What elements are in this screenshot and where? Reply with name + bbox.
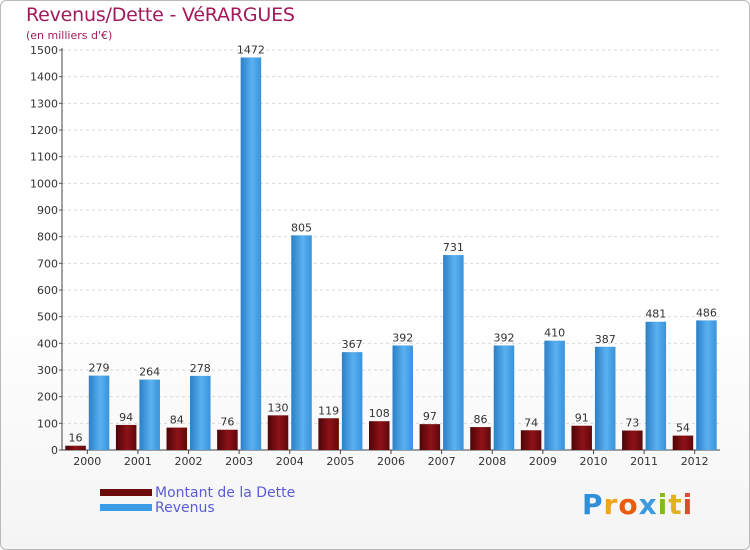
y-tick-label: 1300	[30, 97, 58, 110]
logo-letter: i	[658, 488, 669, 521]
y-tick-label: 1400	[30, 71, 58, 84]
x-tick-label: 2004	[276, 455, 304, 468]
data-label: 94	[119, 411, 133, 424]
data-label: 392	[493, 331, 514, 344]
logo-letter: o	[618, 488, 638, 521]
x-tick-label: 2006	[377, 455, 405, 468]
bar	[443, 255, 464, 450]
bar	[318, 418, 339, 450]
data-label: 91	[575, 412, 589, 425]
bar	[544, 341, 565, 450]
x-tick-label: 2011	[630, 455, 658, 468]
bar	[393, 345, 414, 450]
y-tick-label: 100	[37, 417, 58, 430]
data-label: 387	[595, 333, 616, 346]
data-label: 73	[625, 417, 639, 430]
legend: Montant de la Dette Revenus	[100, 486, 295, 516]
data-label: 264	[139, 366, 160, 379]
data-label: 278	[190, 362, 211, 375]
bar	[116, 425, 137, 450]
bar	[241, 57, 262, 450]
data-label: 76	[220, 416, 234, 429]
y-tick-label: 800	[37, 231, 58, 244]
data-label: 97	[423, 410, 437, 423]
data-label: 1472	[237, 43, 265, 56]
x-tick-label: 2005	[326, 455, 354, 468]
data-label: 74	[524, 416, 538, 429]
data-label: 392	[392, 331, 413, 344]
data-label: 86	[473, 413, 487, 426]
bar-chart: 0 100 200 300 400 500 600 700 800 900 1000 1100 1200…	[0, 0, 750, 550]
data-label: 279	[89, 362, 110, 375]
y-tick-label: 1100	[30, 151, 58, 164]
data-label: 130	[268, 401, 289, 414]
data-label: 481	[645, 308, 666, 321]
y-tick-label: 200	[37, 391, 58, 404]
bar	[673, 436, 694, 450]
bar	[217, 430, 238, 450]
bar	[291, 235, 312, 450]
data-label: 410	[544, 327, 565, 340]
x-tick-label: 2002	[175, 455, 203, 468]
bar	[470, 427, 491, 450]
logo-letter: x	[639, 488, 658, 521]
data-label: 108	[369, 407, 390, 420]
bar	[571, 426, 592, 450]
y-tick-label: 1500	[30, 44, 58, 57]
data-label: 119	[318, 404, 339, 417]
x-tick-label: 2010	[579, 455, 607, 468]
proxiti-logo: Proxiti	[582, 488, 693, 521]
legend-item-revenus: Revenus	[100, 501, 295, 516]
legend-label-revenus: Revenus	[155, 500, 215, 516]
bar	[494, 345, 515, 450]
x-tick-label: 2003	[225, 455, 253, 468]
logo-letter: r	[604, 488, 619, 521]
bar	[65, 446, 86, 450]
data-label: 731	[443, 241, 464, 254]
x-tick-label: 2012	[681, 455, 709, 468]
bar	[190, 376, 211, 450]
bar	[268, 415, 289, 450]
bar	[696, 320, 717, 450]
bar	[89, 376, 110, 450]
logo-letter: i	[683, 488, 694, 521]
data-label: 805	[291, 221, 312, 234]
bar	[420, 424, 441, 450]
legend-label-dette: Montant de la Dette	[155, 485, 295, 501]
bar	[521, 430, 542, 450]
y-tick-label: 1000	[30, 177, 58, 190]
y-tick-label: 500	[37, 311, 58, 324]
legend-swatch-revenus	[100, 504, 152, 511]
y-tick-label: 700	[37, 257, 58, 270]
x-tick-label: 2000	[73, 455, 101, 468]
data-label: 84	[170, 414, 184, 427]
bar	[646, 322, 667, 450]
x-tick-label: 2007	[428, 455, 456, 468]
legend-swatch-dette	[100, 489, 152, 496]
y-tick-label: 1200	[30, 124, 58, 137]
data-label: 486	[696, 306, 717, 319]
data-label: 16	[69, 432, 83, 445]
bar	[139, 380, 160, 450]
logo-letter: P	[582, 488, 604, 521]
y-tick-label: 0	[51, 444, 58, 457]
y-tick-label: 900	[37, 204, 58, 217]
y-tick-label: 600	[37, 284, 58, 297]
x-tick-label: 2001	[124, 455, 152, 468]
bar	[622, 431, 643, 450]
bar	[369, 421, 390, 450]
bar	[595, 347, 616, 450]
x-tick-label: 2009	[529, 455, 557, 468]
bar	[342, 352, 363, 450]
y-tick-label: 400	[37, 337, 58, 350]
bar	[167, 428, 188, 450]
logo-letter: t	[668, 488, 682, 521]
x-tick-label: 2008	[478, 455, 506, 468]
y-tick-label: 300	[37, 364, 58, 377]
data-label: 54	[676, 422, 690, 435]
legend-item-dette: Montant de la Dette	[100, 486, 295, 501]
data-label: 367	[342, 338, 363, 351]
